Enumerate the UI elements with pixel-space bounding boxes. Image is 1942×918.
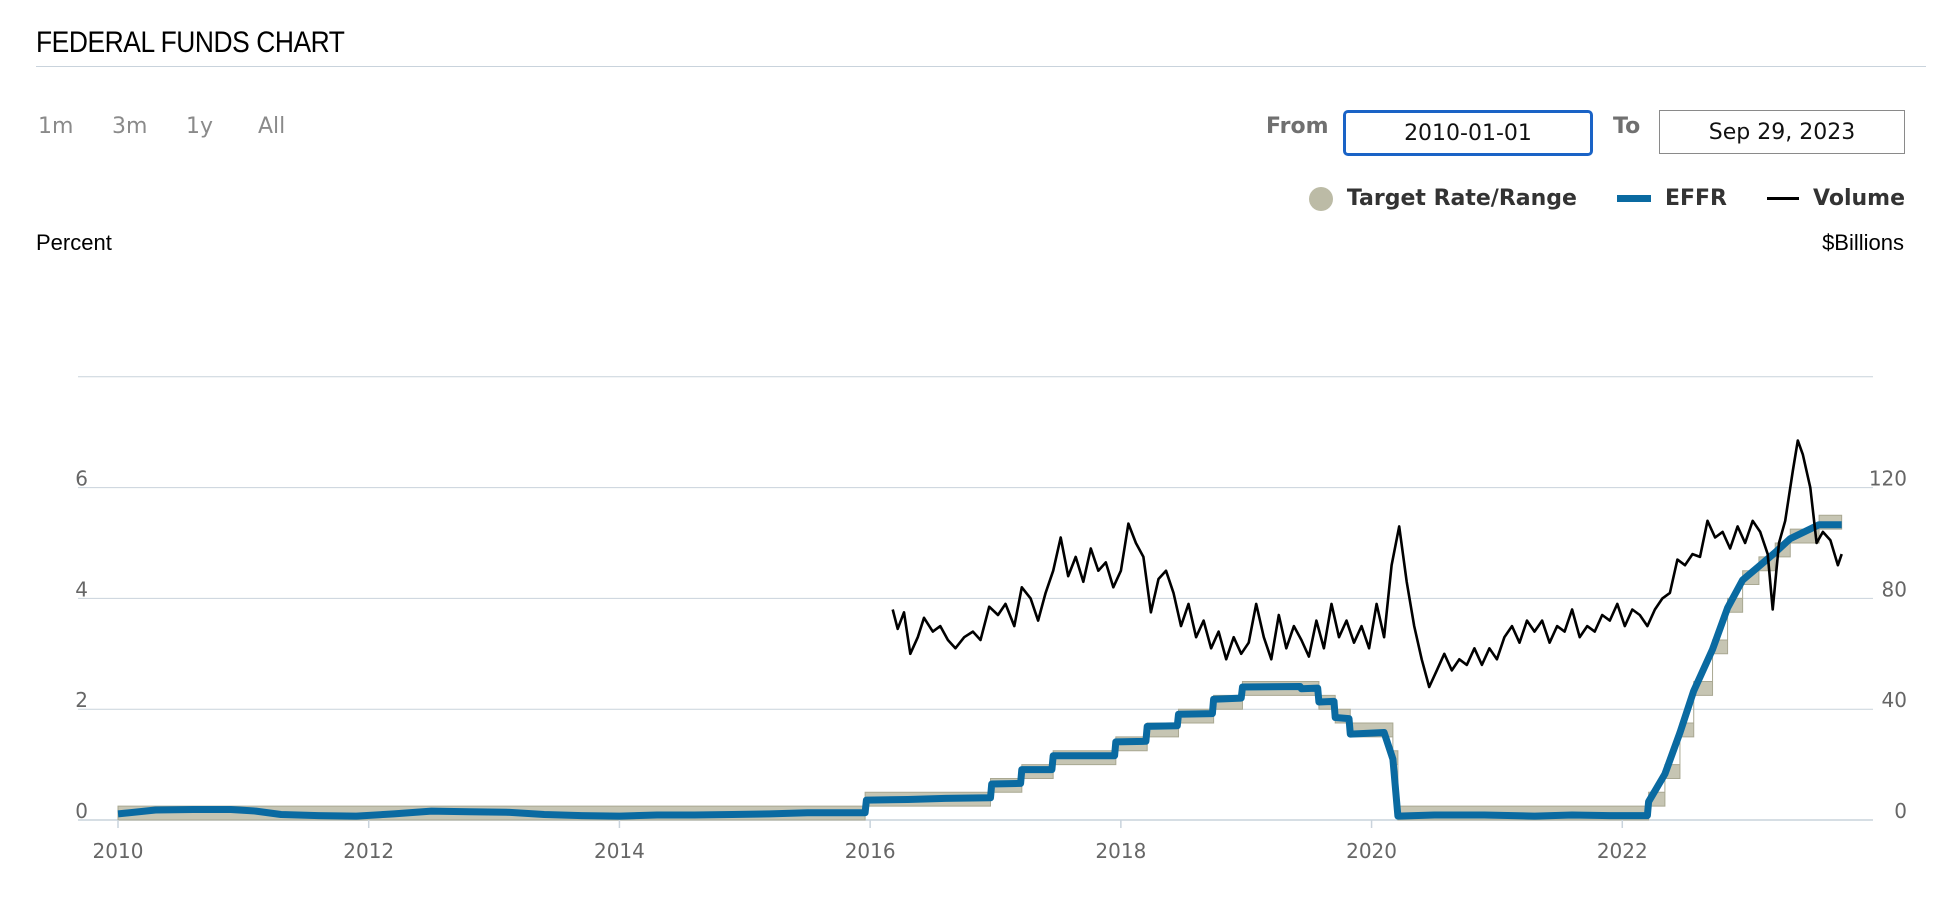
volume-line bbox=[891, 439, 1843, 689]
y2-tick-label: 40 bbox=[1882, 688, 1907, 712]
target-dot-icon bbox=[1308, 186, 1333, 211]
legend-item-effr[interactable]: EFFR bbox=[1616, 186, 1727, 211]
range-selector: 1m 3m 1y All bbox=[38, 114, 285, 139]
legend-item-target[interactable]: Target Rate/Range bbox=[1308, 186, 1577, 211]
x-tick-label: 2014 bbox=[594, 839, 645, 863]
y-tick-label: 4 bbox=[75, 577, 88, 601]
x-tick-label: 2012 bbox=[343, 839, 394, 863]
range-button-3m[interactable]: 3m bbox=[112, 114, 148, 139]
from-label: From bbox=[1266, 114, 1329, 139]
x-tick-label: 2010 bbox=[93, 839, 144, 863]
title-divider bbox=[36, 66, 1926, 67]
x-tick-label: 2016 bbox=[845, 839, 896, 863]
range-button-1y[interactable]: 1y bbox=[186, 114, 214, 139]
legend-label-volume: Volume bbox=[1813, 186, 1905, 211]
chart-title: FEDERAL FUNDS CHART bbox=[36, 26, 345, 59]
effr-line-icon bbox=[1616, 195, 1651, 202]
to-label: To bbox=[1613, 114, 1641, 139]
to-date-input[interactable] bbox=[1659, 110, 1905, 154]
from-date-input[interactable] bbox=[1343, 110, 1593, 156]
x-tick-label: 2020 bbox=[1346, 839, 1397, 863]
x-tick-label: 2022 bbox=[1597, 839, 1648, 863]
y2-tick-label: 0 bbox=[1894, 799, 1907, 823]
y-axis-title-right: $Billions bbox=[1822, 230, 1904, 255]
effr-line bbox=[117, 521, 1842, 820]
y-tick-label: 2 bbox=[75, 688, 88, 712]
y2-tick-label: 80 bbox=[1882, 577, 1907, 601]
target-rate-band bbox=[117, 514, 1843, 821]
range-button-all[interactable]: All bbox=[258, 114, 286, 139]
y2-tick-label: 120 bbox=[1869, 467, 1907, 491]
range-button-1m[interactable]: 1m bbox=[38, 114, 74, 139]
y-tick-label: 6 bbox=[75, 467, 88, 491]
y-axis-title-left: Percent bbox=[36, 230, 112, 255]
legend-item-volume[interactable]: Volume bbox=[1767, 186, 1905, 211]
x-tick-label: 2018 bbox=[1095, 839, 1146, 863]
chart-legend: Target Rate/Range EFFR Volume bbox=[1269, 186, 1905, 211]
volume-line-icon bbox=[1767, 197, 1799, 200]
y-tick-label: 0 bbox=[75, 799, 88, 823]
legend-label-effr: EFFR bbox=[1664, 186, 1727, 211]
legend-label-target: Target Rate/Range bbox=[1346, 186, 1577, 211]
